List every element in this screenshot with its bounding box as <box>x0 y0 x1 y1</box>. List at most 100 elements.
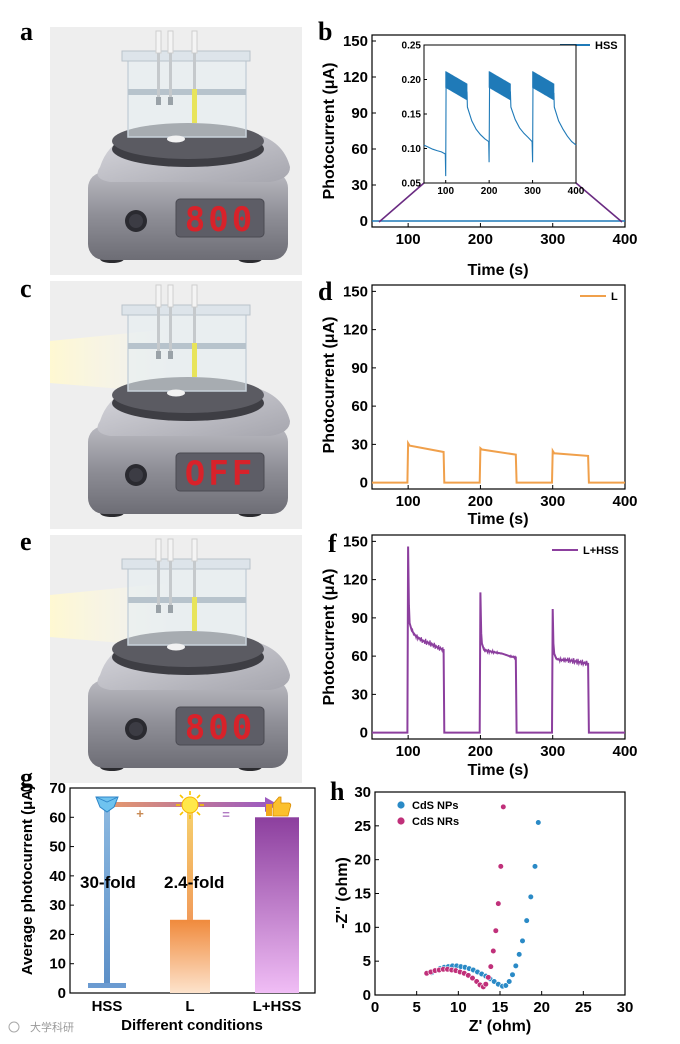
chart-f-noise <box>483 647 516 661</box>
chart-g-ylabel: Average photocurrent (μA) <box>19 785 36 975</box>
chart-b-zoom-connector-right <box>575 182 623 223</box>
chart-h-point-nps <box>506 978 513 985</box>
chart-f-xlabel: Time (s) <box>467 762 528 779</box>
chart-h-nyquist: -Z'' (ohm) Z' (ohm) 0 5 10 15 20 25 30 0 5 10 15 20… <box>334 784 633 1035</box>
chart-b-inset-ytick-label: 0.15 <box>402 110 422 121</box>
chart-h-xtick-label: 10 <box>450 999 467 1016</box>
chart-b-inset-xtick-label: 400 <box>568 186 585 197</box>
electrode-rod <box>157 307 160 359</box>
digital-display <box>175 452 265 492</box>
cuvette-liquid-line <box>128 343 246 349</box>
chart-g-equals-sign: = <box>222 807 230 822</box>
cuvette <box>127 56 247 138</box>
chart-g-xlabel: Different conditions <box>121 1017 263 1034</box>
chart-b-ytick-label: 150 <box>343 33 368 50</box>
electrode-rod <box>193 561 196 601</box>
stir-bar <box>167 643 185 651</box>
electrode-rod <box>157 53 160 105</box>
watermark: 大学科研 <box>8 1020 74 1034</box>
chart-g-ytick-label: 60 <box>49 809 66 826</box>
chart-f-series-lhss <box>372 546 625 734</box>
knob-center <box>129 722 143 736</box>
chart-g-ytick-label: 30 <box>49 897 66 914</box>
electrode-cap <box>167 284 174 308</box>
chart-h-point-nrs <box>497 863 504 870</box>
chart-b-ytick-label: 90 <box>351 105 368 122</box>
chart-g-ytick-label: 20 <box>49 926 66 943</box>
electrode-tip <box>156 97 161 105</box>
chart-b-frame <box>371 34 626 228</box>
electrode-cap <box>155 538 162 562</box>
electrode-cap <box>167 30 174 54</box>
chart-b-inset-frame <box>423 44 577 184</box>
chart-d-ytick-label: 60 <box>351 398 368 415</box>
electrode-cap <box>155 30 162 54</box>
chart-h-ytick-label: 15 <box>354 886 371 903</box>
panel-label-d: d <box>318 277 333 306</box>
stir-bar <box>167 389 185 397</box>
chart-d-xtick-label: 300 <box>540 493 565 510</box>
chart-f-light-hss-photocurrent: Photocurrent (μA) Time (s) 100 200 300 400 0… <box>321 533 638 779</box>
chart-h-point-nps <box>509 971 516 978</box>
electrode-rod <box>193 307 196 347</box>
chart-g-xtick-label: HSS <box>92 998 123 1015</box>
chart-d-ytick-label: 30 <box>351 436 368 453</box>
chart-f-noise <box>555 655 589 668</box>
sun-icon <box>176 791 204 819</box>
chart-h-point-nps <box>519 937 526 945</box>
chart-d-series-l <box>372 439 625 484</box>
cuvette-lid <box>121 304 251 316</box>
chart-g-bar-l <box>170 919 210 993</box>
electrode-rod <box>169 53 172 105</box>
illustration-stirrer-off-light: OFF <box>50 281 302 529</box>
chart-h-xlabel: Z' (ohm) <box>469 1018 531 1035</box>
chart-d-ytick-label: 150 <box>343 283 368 300</box>
electrode-rod <box>157 561 160 613</box>
electrode-cap <box>167 538 174 562</box>
chart-d-legend-label: L <box>611 291 618 303</box>
knob-center <box>129 468 143 482</box>
chart-g-ytick-label: 10 <box>49 956 66 973</box>
chart-g-hss-arrow-base <box>88 983 126 988</box>
chart-h-point-nrs <box>485 974 492 981</box>
chart-h-xtick-label: 25 <box>575 999 592 1016</box>
chart-h-point-nrs <box>490 947 497 955</box>
chart-b-inset-noise-band <box>532 71 555 101</box>
chart-g-l-vertical-arrow <box>187 810 193 920</box>
chart-h-point-nps <box>535 819 542 826</box>
chart-b-legend-label: HSS <box>595 40 618 52</box>
chart-g-average-photocurrent: Average photocurrent (μA) Different cond… <box>19 780 316 1034</box>
cuvette-liquid-line <box>128 89 246 95</box>
chart-h-point-nps <box>502 982 509 989</box>
chart-h-point-nrs <box>482 981 489 988</box>
chart-h-point-nps <box>523 917 530 924</box>
chart-h-xtick-label: 20 <box>533 999 550 1016</box>
chart-b-inset-noise-band <box>445 71 468 101</box>
electrode-rod <box>169 561 172 613</box>
electrode-tip <box>156 605 161 613</box>
display-readout: OFF <box>185 454 255 494</box>
digital-display <box>175 706 265 746</box>
chart-h-legend-marker-nps <box>397 801 405 809</box>
electrode-tip <box>168 351 173 359</box>
chart-d-ylabel: Photocurrent (μA) <box>321 317 338 454</box>
chart-d-ytick-label: 90 <box>351 360 368 377</box>
chart-h-xtick-label: 5 <box>412 999 420 1016</box>
chart-h-point-nrs <box>495 900 502 907</box>
thumbs-up-icon <box>266 796 292 817</box>
illustration-stirrer-on-light: 800 <box>50 535 302 783</box>
crystal-icon <box>95 796 119 813</box>
chart-b-inset-xtick-label: 100 <box>437 186 454 197</box>
electrode-tip <box>192 343 197 377</box>
chart-b-xtick-label: 400 <box>612 231 637 248</box>
chart-b-inset-xtick-label: 300 <box>524 186 541 197</box>
electrode-rod <box>169 307 172 359</box>
panel-label-g: g <box>20 763 33 792</box>
display-readout: 800 <box>185 200 255 240</box>
chart-b-xtick-label: 100 <box>396 231 421 248</box>
chart-f-frame <box>371 534 626 740</box>
electrode-cap <box>155 284 162 308</box>
chart-f-xtick-label: 100 <box>396 743 421 760</box>
panel-label-h: h <box>330 777 345 806</box>
chart-h-point-nrs <box>500 803 507 811</box>
